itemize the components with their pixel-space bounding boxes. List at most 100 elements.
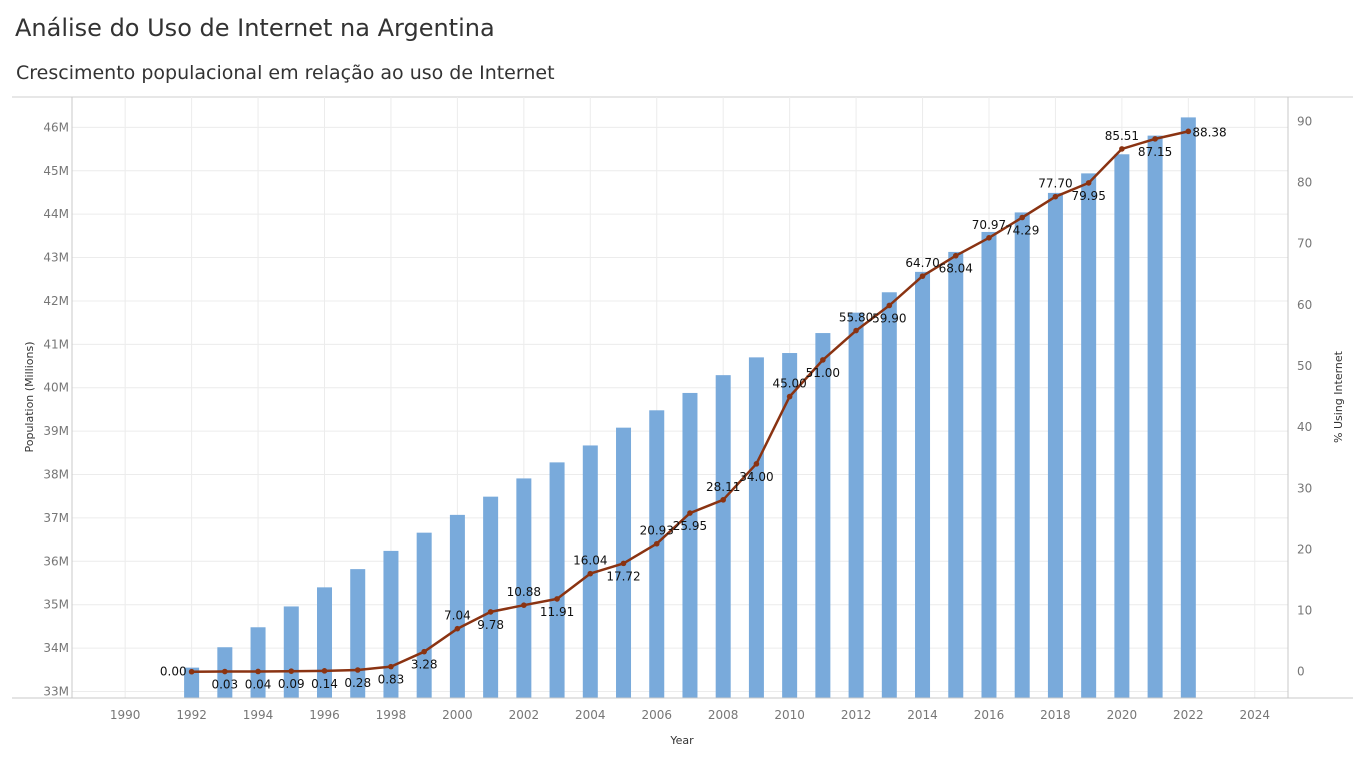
internet-usage-data-label: 64.70 xyxy=(905,256,939,270)
population-bar xyxy=(1014,212,1030,699)
x-tick-label: 2008 xyxy=(708,708,739,722)
x-tick-label: 1990 xyxy=(110,708,141,722)
internet-usage-point xyxy=(188,668,195,675)
population-bar xyxy=(682,392,698,698)
y2-tick-label: 40 xyxy=(1297,420,1312,434)
population-bar xyxy=(516,478,532,698)
internet-usage-point xyxy=(786,393,793,400)
internet-usage-point xyxy=(886,302,893,309)
population-bar xyxy=(1114,154,1130,698)
internet-usage-data-label: 3.28 xyxy=(411,658,438,672)
internet-usage-data-label: 77.70 xyxy=(1038,177,1072,191)
population-bar xyxy=(981,231,997,698)
internet-usage-point xyxy=(521,602,527,608)
internet-usage-data-label: 87.15 xyxy=(1138,145,1172,159)
population-bar xyxy=(848,312,864,698)
population-bar xyxy=(881,292,897,698)
internet-usage-data-label: 11.91 xyxy=(540,605,574,619)
internet-usage-point xyxy=(620,560,627,567)
population-bar xyxy=(283,606,299,698)
internet-usage-data-label: 16.04 xyxy=(573,554,607,568)
y-tick-label: 43M xyxy=(43,251,69,265)
internet-usage-point xyxy=(1085,180,1092,186)
y-tick-label: 40M xyxy=(43,381,69,395)
population-bar xyxy=(483,496,499,698)
population-bar xyxy=(449,514,465,698)
x-axis-title: Year xyxy=(669,734,694,747)
x-tick-label: 2022 xyxy=(1173,708,1204,722)
internet-usage-point xyxy=(753,461,760,467)
internet-usage-point xyxy=(986,235,992,241)
population-bar xyxy=(416,532,432,698)
internet-usage-data-label: 0.28 xyxy=(344,676,371,690)
internet-usage-data-label: 9.78 xyxy=(477,618,504,632)
population-bar xyxy=(1081,173,1097,698)
internet-usage-data-label: 0.03 xyxy=(211,678,238,692)
population-bar xyxy=(649,410,665,698)
chart-subtitle: Crescimento populacional em relação ao u… xyxy=(16,62,555,84)
x-tick-label: 1994 xyxy=(243,708,274,722)
y-tick-label: 37M xyxy=(43,511,69,525)
internet-usage-point xyxy=(853,327,859,334)
x-tick-label: 2012 xyxy=(841,708,872,722)
internet-usage-point xyxy=(919,273,926,279)
internet-usage-data-label: 17.72 xyxy=(606,569,640,583)
x-tick-label: 2004 xyxy=(575,708,606,722)
x-tick-label: 1992 xyxy=(176,708,207,722)
data-labels: 0.00 0.03 0.04 0.09 0.14 0.28 0.83 3.28 7.04 9.78… xyxy=(160,125,1227,691)
y-tick-label: 46M xyxy=(43,120,69,134)
internet-usage-point xyxy=(222,668,228,675)
internet-usage-data-label: 59.90 xyxy=(872,311,906,325)
internet-usage-data-label: 0.04 xyxy=(245,677,272,691)
population-bar xyxy=(815,333,831,698)
population-bar xyxy=(948,251,964,698)
line-series xyxy=(188,128,1192,675)
population-bar xyxy=(350,569,366,698)
internet-usage-point xyxy=(687,510,693,516)
internet-usage-point xyxy=(388,663,394,670)
y2-tick-label: 10 xyxy=(1297,604,1312,618)
internet-usage-data-label: 55.80 xyxy=(839,311,873,325)
x-tick-label: 2010 xyxy=(774,708,805,722)
internet-usage-data-label: 70.97 xyxy=(972,218,1006,232)
y-tick-label: 33M xyxy=(43,684,69,698)
population-bar xyxy=(748,357,764,698)
internet-usage-point xyxy=(1119,146,1125,152)
y-tick-label: 38M xyxy=(43,468,69,482)
population-bar xyxy=(915,271,931,698)
population-bar xyxy=(782,353,798,698)
internet-usage-data-label: 51.00 xyxy=(806,366,840,380)
population-bar xyxy=(184,667,200,698)
internet-usage-data-label: 10.88 xyxy=(507,585,541,599)
population-bar xyxy=(549,462,565,698)
bar-series xyxy=(184,117,1196,699)
internet-usage-point xyxy=(720,497,726,503)
internet-usage-data-label: 25.95 xyxy=(673,519,707,533)
y2-tick-label: 50 xyxy=(1297,359,1312,373)
y-tick-label: 42M xyxy=(43,294,69,308)
internet-usage-data-label: 0.14 xyxy=(311,677,338,691)
y-tick-label: 44M xyxy=(43,207,69,221)
internet-usage-point xyxy=(321,668,328,674)
y2-tick-label: 20 xyxy=(1297,542,1312,556)
y2-tick-label: 80 xyxy=(1297,176,1312,190)
internet-usage-point xyxy=(820,357,826,363)
internet-usage-point xyxy=(1152,136,1158,142)
internet-usage-data-label: 88.38 xyxy=(1192,125,1226,139)
internet-usage-point xyxy=(288,668,295,674)
x-tick-label: 1996 xyxy=(309,708,340,722)
x-tick-label: 2018 xyxy=(1040,708,1071,722)
internet-usage-point xyxy=(1185,128,1192,135)
internet-usage-point xyxy=(421,648,427,655)
internet-usage-point xyxy=(1052,193,1059,200)
internet-usage-data-label: 79.95 xyxy=(1071,189,1105,203)
x-tick-label: 2002 xyxy=(509,708,540,722)
population-bar xyxy=(715,375,731,698)
axes: 33M 34M 35M 36M 37M 38M 39M 40M 41M 42M 43M 44M 45M 4… xyxy=(12,97,1353,722)
x-tick-label: 2014 xyxy=(907,708,938,722)
internet-usage-point xyxy=(255,668,261,675)
x-tick-label: 2020 xyxy=(1107,708,1138,722)
internet-usage-data-label: 0.83 xyxy=(378,673,405,687)
y-tick-label: 36M xyxy=(43,554,69,568)
